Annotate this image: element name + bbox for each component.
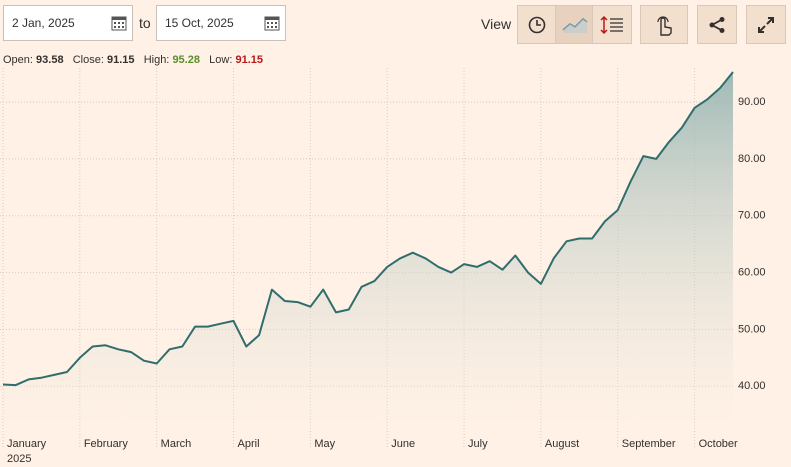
time-button[interactable]: [517, 5, 557, 44]
area-fill: [3, 72, 733, 430]
close-label: Close:: [72, 54, 104, 66]
x-tick-label: March: [161, 438, 192, 450]
y-tick-label: 80.00: [738, 153, 766, 165]
compare-button[interactable]: [592, 5, 632, 44]
x-tick-label: August: [545, 438, 579, 450]
high-label: High:: [143, 54, 170, 66]
low-value: 91.15: [235, 54, 263, 66]
x-tick-label: January: [7, 438, 47, 450]
share-button[interactable]: [697, 5, 737, 44]
calendar-icon: [111, 16, 127, 31]
fullscreen-button[interactable]: [746, 5, 786, 44]
share-icon: [709, 16, 725, 33]
open-value: 93.58: [36, 54, 64, 66]
x-tick-label: October: [699, 438, 738, 450]
to-label: to: [139, 15, 151, 31]
x-year-label: 2025: [7, 453, 31, 465]
low-label: Low:: [209, 54, 233, 66]
compare-icon: [600, 15, 623, 34]
ohlc-summary: Open: 93.58 Close: 91.15 High: 95.28 Low…: [3, 54, 263, 66]
open-label: Open:: [3, 54, 33, 66]
x-tick-label: September: [622, 438, 676, 450]
y-tick-label: 90.00: [738, 96, 766, 108]
y-tick-label: 50.00: [738, 323, 766, 335]
close-value: 91.15: [106, 54, 135, 66]
view-label: View: [481, 16, 512, 32]
x-tick-label: April: [238, 438, 260, 450]
calendar-icon: [264, 16, 280, 31]
hand-icon: [657, 15, 672, 36]
line-view-button[interactable]: [555, 5, 595, 44]
end-date: 15 Oct, 2025: [165, 16, 234, 30]
price-line: [2, 71, 734, 387]
end-date-input[interactable]: 15 Oct, 2025: [156, 5, 286, 41]
x-tick-label: May: [314, 438, 335, 450]
clock-icon: [528, 16, 546, 33]
line-icon: [562, 17, 588, 33]
x-tick-label: February: [84, 438, 129, 450]
x-tick-label: July: [468, 438, 488, 450]
x-tick-label: June: [391, 438, 415, 450]
start-date: 2 Jan, 2025: [12, 16, 75, 30]
expand-icon: [758, 16, 774, 33]
touch-button[interactable]: [640, 5, 688, 44]
y-tick-label: 60.00: [738, 266, 766, 278]
y-tick-label: 70.00: [738, 210, 766, 222]
high-value: 95.28: [172, 54, 200, 66]
y-tick-label: 40.00: [738, 380, 766, 392]
start-date-input[interactable]: 2 Jan, 2025: [3, 5, 133, 41]
